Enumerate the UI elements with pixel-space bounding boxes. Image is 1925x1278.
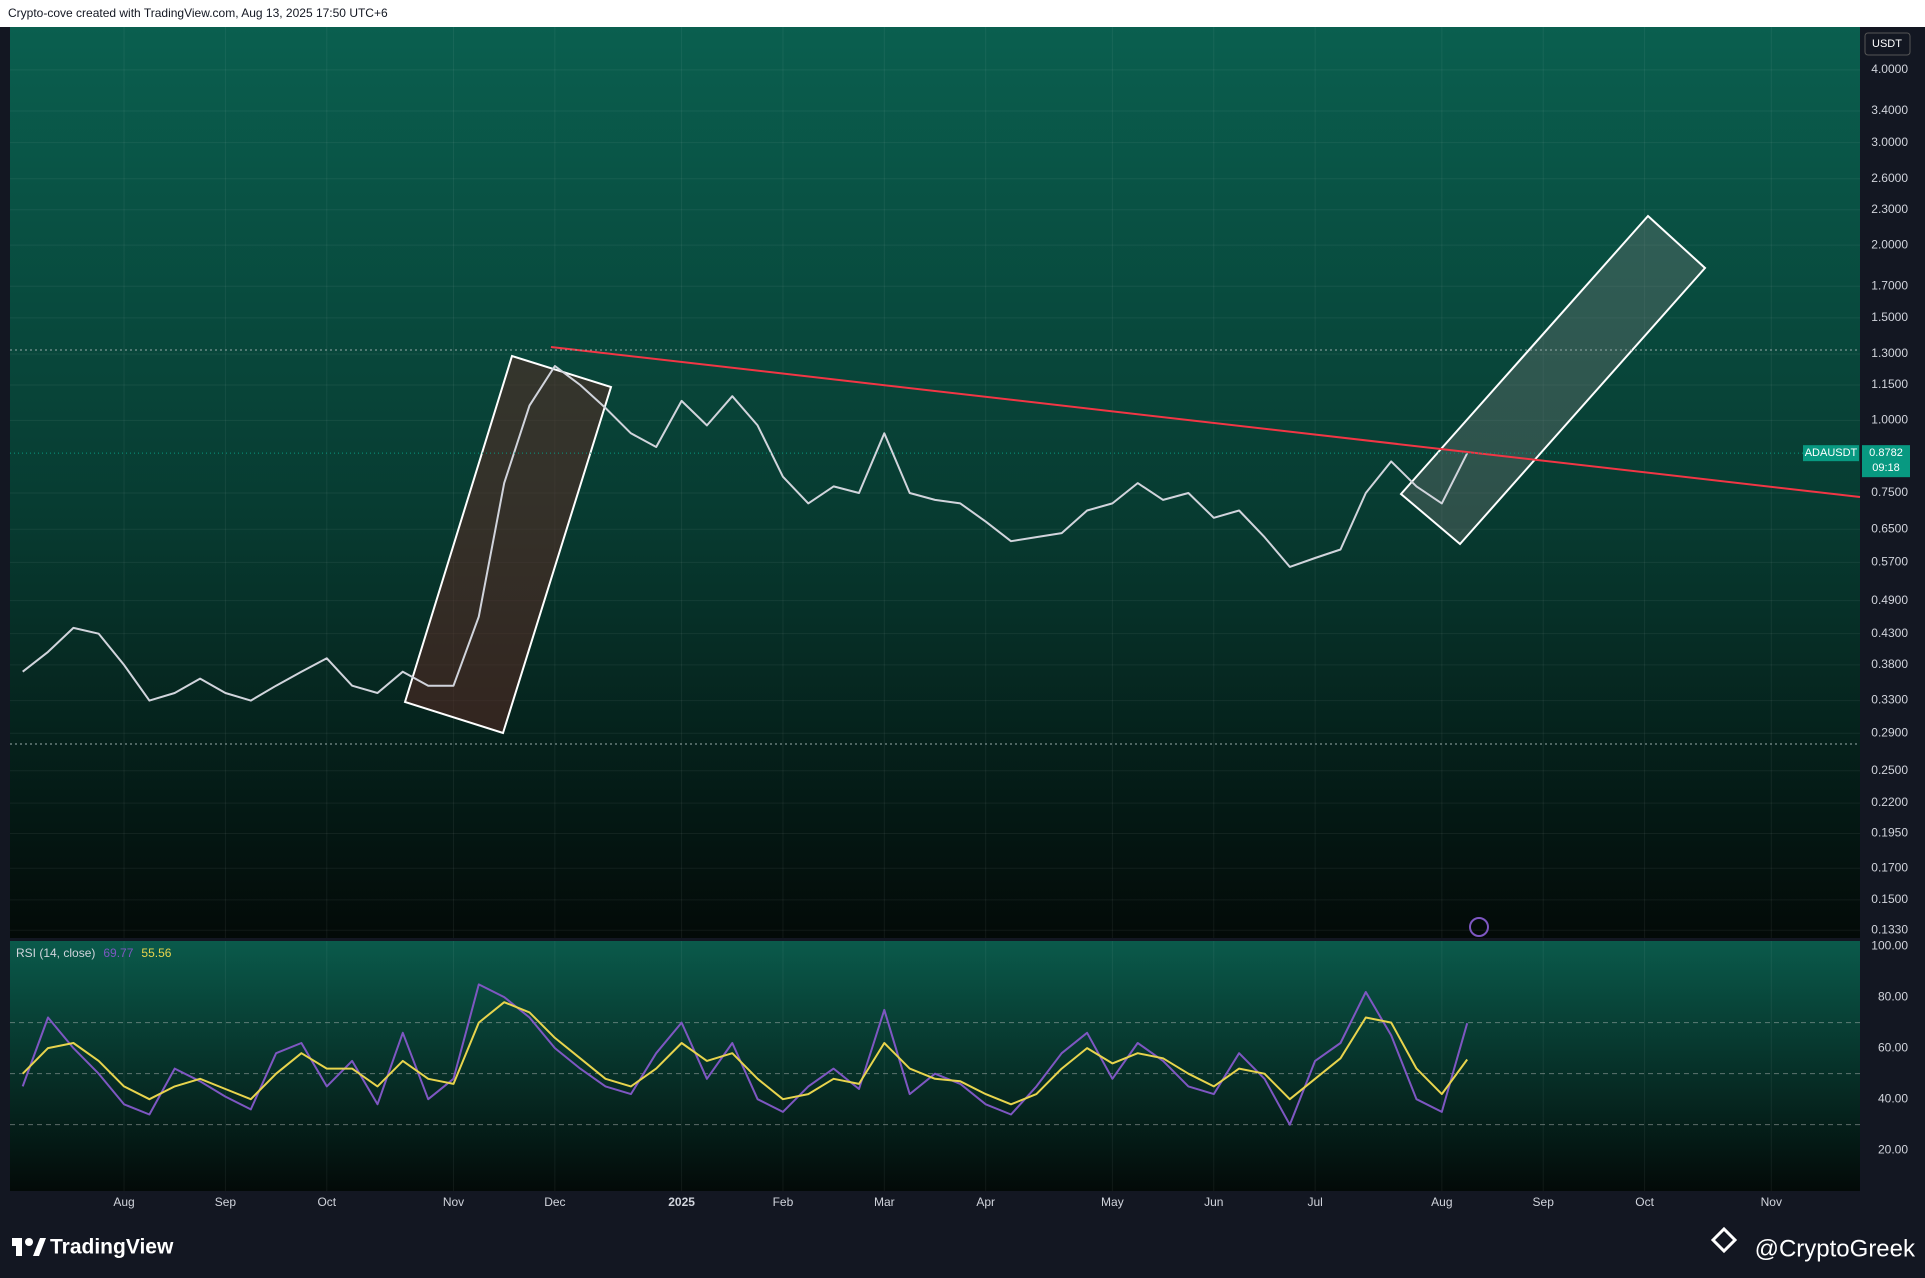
x-tick-label: Feb (773, 1195, 794, 1209)
rsi-legend-value: 55.56 (141, 946, 171, 960)
x-tick-label: Aug (113, 1195, 134, 1209)
header-bar (0, 0, 1925, 27)
y-tick-label: 1.3000 (1871, 346, 1908, 360)
y-tick-label: 20.00 (1878, 1142, 1908, 1156)
y-tick-label: 0.3800 (1871, 657, 1908, 671)
x-tick-label: Nov (443, 1195, 464, 1209)
rectangle-drawing (1399, 214, 1707, 546)
y-tick-label: 0.7500 (1871, 485, 1908, 499)
brand: TradingView (50, 1236, 174, 1259)
series-line (21, 1001, 1469, 1106)
symbol-label: ADAUSDT (1805, 447, 1858, 459)
y-tick-label: 1.5000 (1871, 310, 1908, 324)
x-tick-label: Apr (976, 1195, 995, 1209)
y-tick-label: 0.1950 (1871, 826, 1908, 840)
rsi-title: RSI (14, close) (16, 946, 95, 960)
rectangle-drawing (403, 354, 613, 735)
x-tick-label: Jul (1307, 1195, 1322, 1209)
y-tick-label: 60.00 (1878, 1040, 1908, 1054)
currency-box (1864, 32, 1911, 56)
countdown-label: 09:18 (1872, 462, 1900, 474)
y-tick-label: 100.00 (1871, 938, 1908, 952)
x-tick-label: Mar (874, 1195, 895, 1209)
x-tick-label: Oct (317, 1195, 336, 1209)
y-tick-label: 0.5700 (1871, 555, 1908, 569)
y-tick-label: 3.0000 (1871, 135, 1908, 149)
logo-part (25, 1238, 33, 1246)
y-tick-label: 80.00 (1878, 989, 1908, 1003)
y-tick-label: 0.4900 (1871, 593, 1908, 607)
footer: TradingView @CryptoGreek (12, 1226, 1916, 1262)
series-line (21, 983, 1469, 1126)
x-tick-label: 2025 (668, 1195, 695, 1209)
y-tick-label: 1.7000 (1871, 278, 1908, 292)
y-tick-label: 0.2200 (1871, 795, 1908, 809)
header-text: Crypto-cove created with TradingView.com… (8, 6, 388, 20)
y-tick-label: 0.1330 (1871, 922, 1908, 936)
y-tick-label: 0.6500 (1871, 521, 1908, 535)
x-tick-label: Oct (1635, 1195, 1654, 1209)
y-tick-label: 1.1500 (1871, 377, 1908, 391)
price-pane (10, 27, 1860, 938)
logo-part (16, 1238, 22, 1256)
x-tick-label: Sep (215, 1195, 237, 1209)
y-tick-label: 2.3000 (1871, 202, 1908, 216)
x-tick-label: May (1101, 1195, 1124, 1209)
author-icon (1710, 1226, 1738, 1254)
y-tick-label: 40.00 (1878, 1091, 1908, 1105)
icon[interactable] (1469, 917, 1489, 937)
currency-label: USDT (1872, 38, 1902, 50)
y-tick-label: 0.2900 (1871, 725, 1908, 739)
x-tick-label: Dec (544, 1195, 565, 1209)
rsi-legend-value: 69.77 (103, 946, 133, 960)
y-tick-label: 0.1700 (1871, 860, 1908, 874)
y-tick-label: 0.1500 (1871, 892, 1908, 906)
y-tick-label: 4.0000 (1871, 62, 1908, 76)
price-box (1862, 445, 1910, 478)
y-tick-label: 2.0000 (1871, 237, 1908, 251)
y-tick-label: 0.3300 (1871, 693, 1908, 707)
y-tick-label: 2.6000 (1871, 171, 1908, 185)
x-tick-label: Aug (1431, 1195, 1452, 1209)
y-tick-label: 0.4300 (1871, 626, 1908, 640)
y-tick-label: 3.4000 (1871, 103, 1908, 117)
author: @CryptoGreek (1755, 1235, 1916, 1262)
y-tick-label: 0.2500 (1871, 763, 1908, 777)
series-line (22, 365, 1469, 702)
symbol-box (1803, 445, 1859, 462)
rsi-pane (10, 941, 1860, 1191)
drawings (10, 214, 1861, 745)
x-tick-label: Sep (1533, 1195, 1555, 1209)
logo-part (33, 1238, 46, 1256)
x-tick-label: Nov (1761, 1195, 1782, 1209)
y-tick-label: 1.0000 (1871, 413, 1908, 427)
last-price-label: 0.8782 (1869, 447, 1903, 459)
trend-line (550, 346, 1861, 498)
x-tick-label: Jun (1204, 1195, 1223, 1209)
